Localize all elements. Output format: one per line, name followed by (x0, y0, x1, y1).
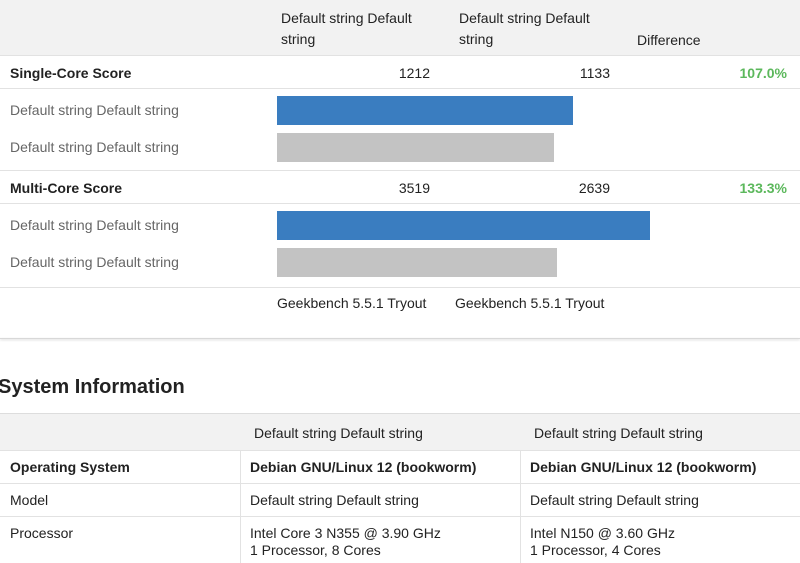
cell-divider (240, 516, 241, 563)
bar-label: Default string Default string (10, 102, 179, 118)
system-header (0, 413, 800, 450)
score: 1212 (398, 65, 430, 81)
difference: 133.3% (739, 180, 787, 196)
column-header: Difference (637, 32, 701, 48)
bar-label: Default string Default string (10, 139, 179, 155)
cell-text: Debian GNU/Linux 12 (bookworm) (250, 459, 477, 475)
row-line (0, 483, 800, 484)
score-label: Single-Core Score (10, 65, 132, 81)
cell-divider (240, 450, 241, 483)
score-row-line (0, 203, 800, 204)
cell-text: Debian GNU/Linux 12 (bookworm) (530, 459, 757, 475)
cell-text: 1 Processor, 4 Cores (530, 542, 661, 558)
column-header: Default string Default string (534, 425, 703, 441)
score: 3519 (398, 180, 430, 196)
score-row-line (0, 55, 800, 56)
column-header: Default string Default string (281, 10, 412, 47)
footer-version: Geekbench 5.5.1 Tryout (277, 295, 427, 311)
footer-version: Geekbench 5.5.1 Tryout (455, 295, 605, 311)
bar-label: Default string Default string (10, 254, 179, 270)
row-label: Model (10, 492, 49, 508)
cell-divider (240, 483, 241, 516)
column-header: Default string Default string (459, 10, 590, 47)
row-line (0, 450, 800, 451)
cell-divider (520, 450, 521, 483)
difference: 107.0% (739, 65, 787, 81)
score-row-line (0, 170, 800, 171)
cell-divider (520, 516, 521, 563)
score-label: Multi-Core Score (10, 180, 123, 196)
bar-label: Default string Default string (10, 217, 179, 233)
bar (277, 248, 557, 277)
score: 1133 (579, 65, 610, 81)
cell-divider (520, 483, 521, 516)
bar (277, 133, 554, 162)
row-line (0, 516, 800, 517)
score: 2639 (578, 180, 610, 196)
footer-line (0, 287, 800, 288)
bar (277, 211, 650, 240)
column-header: Default string Default string (254, 425, 423, 441)
cell-text: 1 Processor, 8 Cores (250, 542, 381, 558)
row-label: Operating System (10, 459, 130, 475)
cell-text: Default string Default string (530, 492, 699, 508)
row-label: Processor (10, 525, 74, 541)
score-row-line (0, 88, 800, 89)
cell-text: Intel Core 3 N355 @ 3.90 GHz (250, 525, 441, 541)
cell-text: Default string Default string (250, 492, 419, 508)
cell-text: Intel N150 @ 3.60 GHz (530, 525, 675, 541)
card-edge (0, 338, 800, 339)
bar (277, 96, 573, 125)
comparison-header (0, 0, 800, 55)
section-title: System Information (0, 376, 185, 398)
